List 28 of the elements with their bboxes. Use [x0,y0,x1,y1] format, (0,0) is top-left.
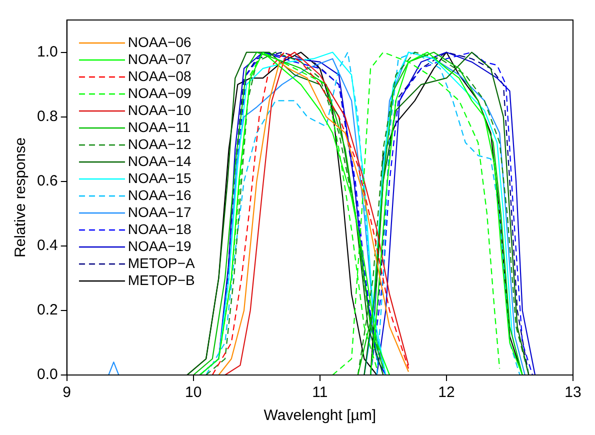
legend-label: NOAA−08 [128,68,192,85]
y-tick-label: 0.4 [36,237,58,254]
legend-label: NOAA−16 [128,187,192,204]
legend-label: NOAA−11 [128,119,190,136]
legend-label: NOAA−19 [128,238,192,255]
y-tick-label: 0.8 [36,108,58,125]
y-tick-label: 0.6 [36,172,58,190]
x-tick-label: 11 [312,384,328,402]
y-axis-title: Relative response [12,137,30,258]
legend-label: NOAA−15 [128,170,192,187]
legend-label: NOAA−09 [128,85,192,102]
legend-label: NOAA−14 [128,153,192,170]
legend-label: NOAA−06 [128,34,192,51]
legend-label: METOP−A [128,255,195,272]
x-tick-label: 10 [185,384,202,402]
x-tick-label: 12 [438,384,455,402]
legend-label: NOAA−10 [128,102,192,119]
x-tick-label: 13 [564,384,582,402]
legend-label: NOAA−18 [128,221,192,238]
x-tick-label: 9 [62,384,72,402]
legend-label: NOAA−07 [128,51,192,68]
legend-label: NOAA−17 [128,204,192,221]
x-axis-title: Wavelenght [µm] [264,407,376,424]
y-tick-label: 0.0 [36,366,58,384]
legend-label: NOAA−12 [128,136,192,153]
y-tick-label: 1.0 [36,43,58,60]
legend-label: METOP−B [128,272,195,289]
y-tick-label: 0.2 [36,302,58,319]
